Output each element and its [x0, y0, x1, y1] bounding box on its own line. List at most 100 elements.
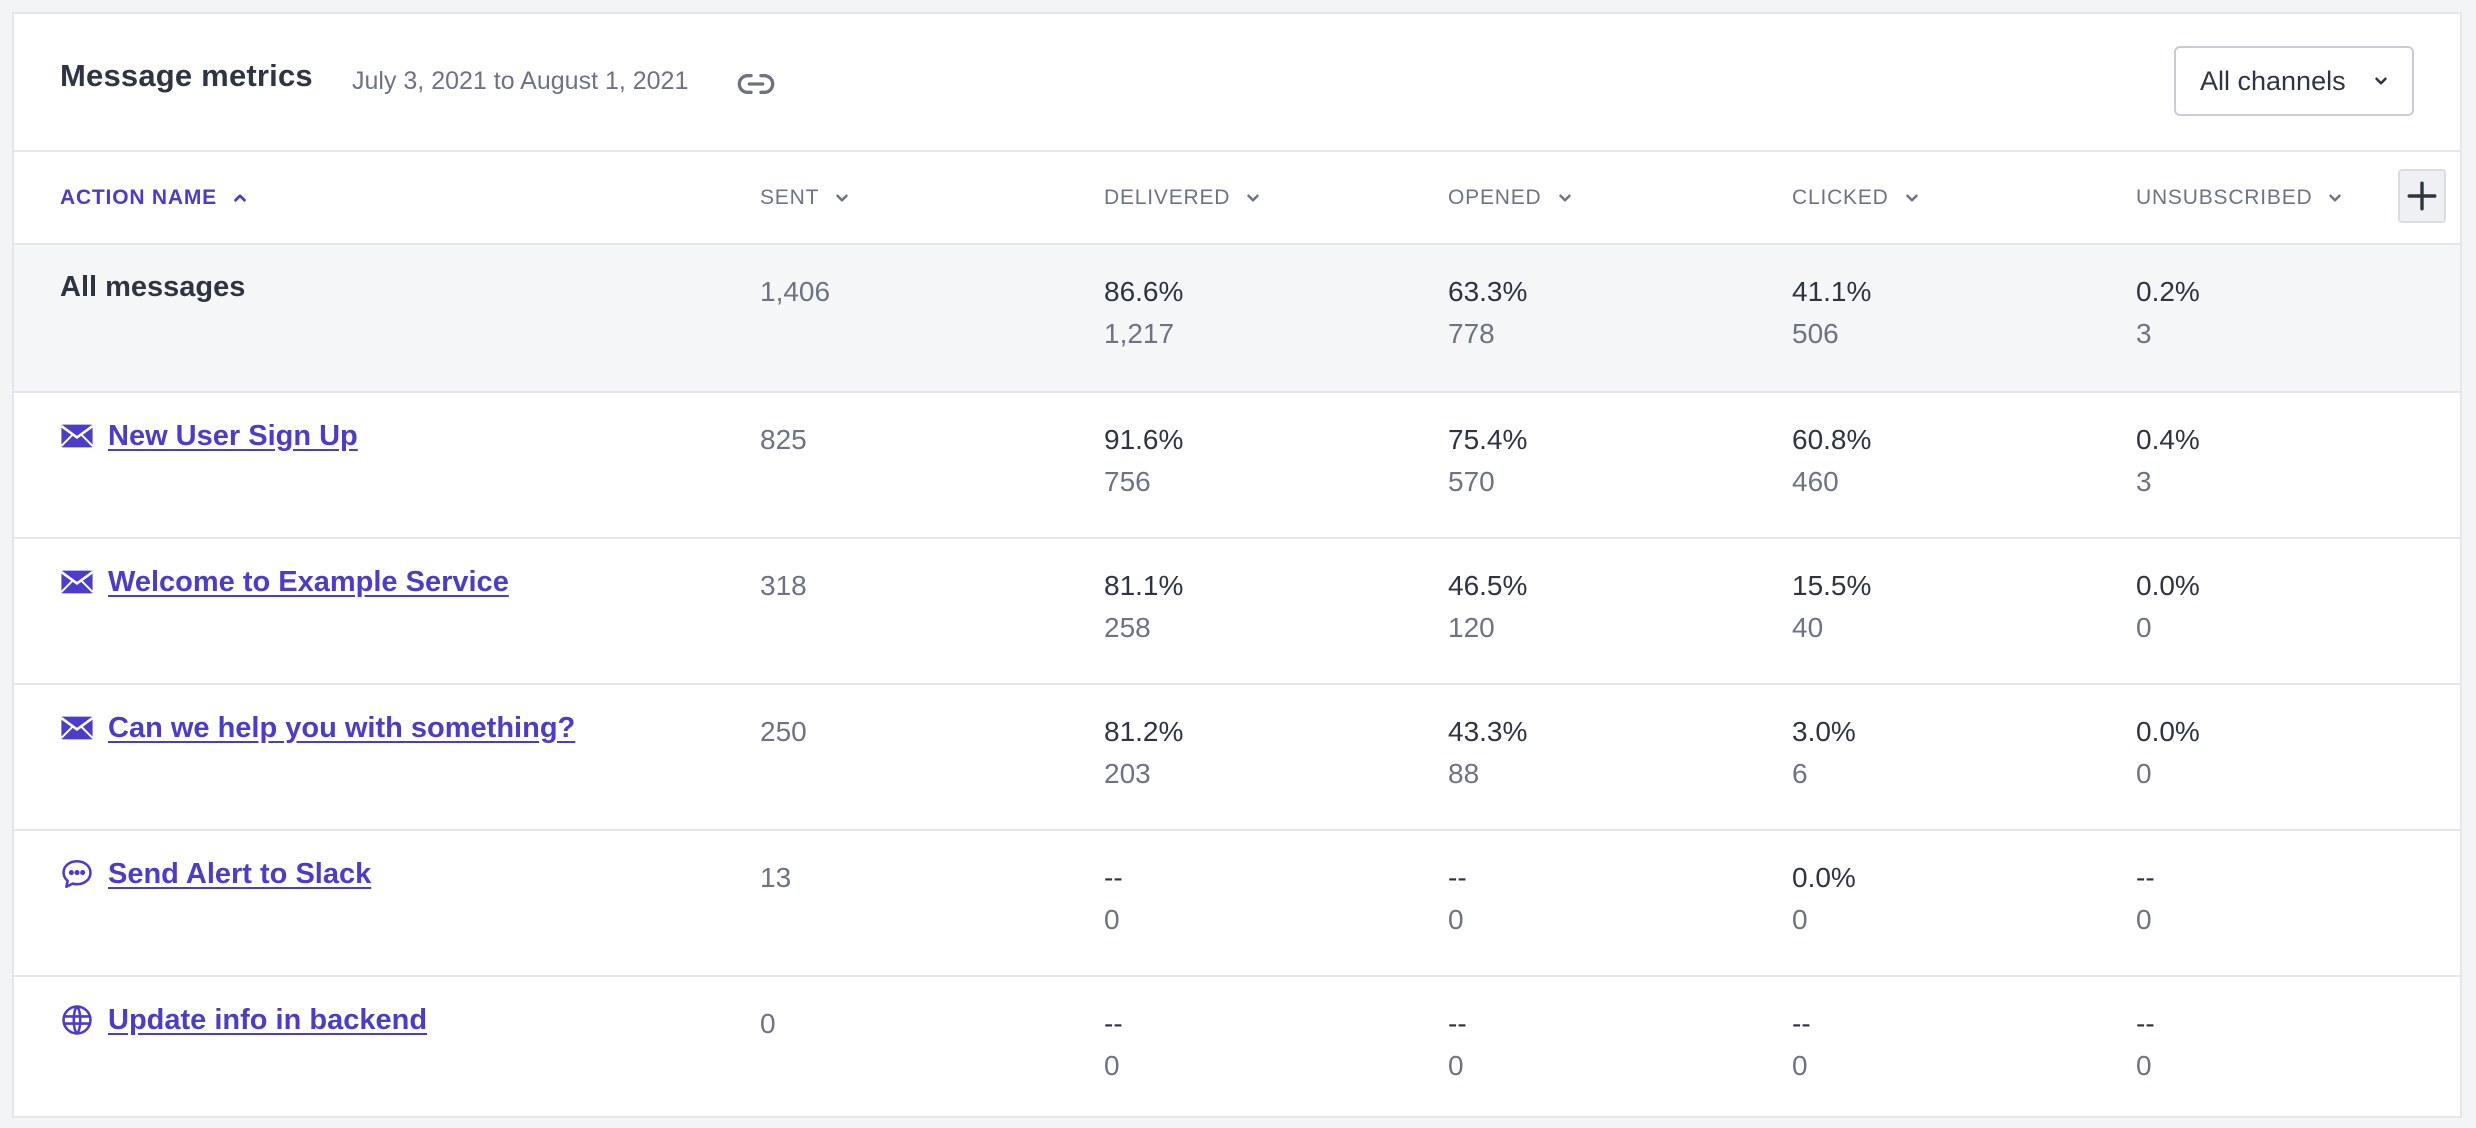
chevron-down-icon — [2375, 77, 2387, 85]
clicked-count: 40 — [1792, 612, 1824, 643]
clicked-rate: 15.5% — [1792, 570, 1872, 601]
opened-cell: -- 0 — [1448, 1003, 1467, 1087]
action-name-cell: New User Sign Up — [60, 419, 358, 453]
column-header-unsubscribed[interactable]: UNSUBSCRIBED — [2136, 186, 2344, 210]
column-header-action-name[interactable]: ACTION NAME — [60, 186, 249, 210]
clicked-rate: 41.1% — [1792, 276, 1872, 307]
clicked-rate: 3.0% — [1792, 716, 1856, 747]
envelope-icon — [60, 711, 94, 745]
column-header-label: ACTION NAME — [60, 186, 217, 209]
delivered-cell: -- 0 — [1104, 1003, 1123, 1087]
opened-rate: 46.5% — [1448, 570, 1528, 601]
action-name: All messages — [60, 271, 246, 303]
opened-count: 778 — [1448, 318, 1495, 349]
clicked-cell: 0.0% 0 — [1792, 857, 1856, 941]
panel-header: Message metrics July 3, 2021 to August 1… — [14, 14, 2460, 152]
table-row: Send Alert to Slack 13 -- 0 -- 0 0.0% 0 … — [14, 831, 2460, 977]
unsubscribed-cell: 0.0% 0 — [2136, 711, 2200, 795]
delivered-rate: 81.1% — [1104, 570, 1184, 601]
envelope-icon — [60, 419, 94, 453]
unsubscribed-cell: 0.2% 3 — [2136, 271, 2200, 355]
opened-rate: 63.3% — [1448, 276, 1528, 307]
action-name-link[interactable]: Welcome to Example Service — [108, 565, 509, 598]
chevron-down-icon — [836, 194, 848, 202]
sent-value: 13 — [760, 862, 792, 893]
opened-rate: -- — [1448, 1008, 1467, 1039]
clicked-cell: 15.5% 40 — [1792, 565, 1871, 649]
column-header-label: CLICKED — [1792, 186, 1889, 209]
unsubscribed-count: 0 — [2136, 904, 2152, 935]
column-header-delivered[interactable]: DELIVERED — [1104, 186, 1262, 210]
delivered-count: 756 — [1104, 466, 1151, 497]
table-row-all-messages: All messages 1,406 86.6% 1,217 63.3% 778… — [14, 245, 2460, 393]
page-title: Message metrics — [60, 58, 313, 93]
delivered-rate: 81.2% — [1104, 716, 1184, 747]
action-name-cell: Welcome to Example Service — [60, 565, 509, 599]
sent-value: 318 — [760, 570, 807, 601]
unsubscribed-count: 3 — [2136, 466, 2152, 497]
unsubscribed-rate: -- — [2136, 1008, 2155, 1039]
clicked-count: 6 — [1792, 758, 1808, 789]
opened-count: 88 — [1448, 758, 1480, 789]
clicked-cell: -- 0 — [1792, 1003, 1811, 1087]
column-header-clicked[interactable]: CLICKED — [1792, 186, 1921, 210]
unsubscribed-count: 0 — [2136, 612, 2152, 643]
clicked-count: 0 — [1792, 904, 1808, 935]
delivered-rate: 91.6% — [1104, 424, 1184, 455]
delivered-count: 1,217 — [1104, 318, 1175, 349]
sent-value: 0 — [760, 1008, 776, 1039]
chevron-up-icon — [234, 194, 246, 202]
opened-cell: 43.3% 88 — [1448, 711, 1527, 795]
clicked-rate: 0.0% — [1792, 862, 1856, 893]
unsubscribed-rate: 0.0% — [2136, 570, 2200, 601]
delivered-cell: 91.6% 756 — [1104, 419, 1183, 503]
delivered-rate: -- — [1104, 862, 1123, 893]
column-header-label: DELIVERED — [1104, 186, 1231, 209]
sent-value: 1,406 — [760, 276, 831, 307]
action-name-link[interactable]: New User Sign Up — [108, 419, 358, 452]
channel-select-value: All channels — [2200, 65, 2346, 96]
opened-count: 0 — [1448, 904, 1464, 935]
unsubscribed-count: 3 — [2136, 318, 2152, 349]
action-name-cell: Can we help you with something? — [60, 711, 575, 745]
unsubscribed-rate: 0.2% — [2136, 276, 2200, 307]
action-name-cell: All messages — [60, 271, 245, 304]
link-icon[interactable] — [736, 64, 776, 104]
table-row: Welcome to Example Service 318 81.1% 258… — [14, 539, 2460, 685]
sent-value: 825 — [760, 424, 807, 455]
globe-icon — [60, 1003, 94, 1037]
add-column-button[interactable] — [2398, 169, 2446, 223]
clicked-count: 0 — [1792, 1050, 1808, 1081]
action-name-link[interactable]: Send Alert to Slack — [108, 857, 372, 890]
opened-count: 0 — [1448, 1050, 1464, 1081]
unsubscribed-cell: -- 0 — [2136, 1003, 2155, 1087]
opened-rate: -- — [1448, 862, 1467, 893]
opened-count: 120 — [1448, 612, 1495, 643]
delivered-count: 0 — [1104, 1050, 1120, 1081]
column-header-label: UNSUBSCRIBED — [2136, 186, 2313, 209]
plus-icon — [2407, 181, 2437, 211]
action-name-link[interactable]: Can we help you with something? — [108, 711, 576, 744]
chevron-down-icon — [2329, 194, 2342, 202]
sent-value: 250 — [760, 716, 807, 747]
channel-select[interactable]: All channels — [2174, 46, 2414, 116]
action-name-link[interactable]: Update info in backend — [108, 1003, 428, 1036]
unsubscribed-cell: -- 0 — [2136, 857, 2155, 941]
delivered-rate: -- — [1104, 1008, 1123, 1039]
opened-rate: 43.3% — [1448, 716, 1528, 747]
opened-cell: 75.4% 570 — [1448, 419, 1527, 503]
opened-cell: -- 0 — [1448, 857, 1467, 941]
clicked-rate: 60.8% — [1792, 424, 1872, 455]
table-header: ACTION NAME SENT DELIVERED OPENED CLICKE… — [14, 152, 2460, 245]
delivered-cell: 81.1% 258 — [1104, 565, 1183, 649]
unsubscribed-count: 0 — [2136, 758, 2152, 789]
column-header-opened[interactable]: OPENED — [1448, 186, 1574, 210]
table-row: Can we help you with something? 250 81.2… — [14, 685, 2460, 831]
unsubscribed-rate: 0.4% — [2136, 424, 2200, 455]
column-header-label: OPENED — [1448, 186, 1542, 209]
column-header-sent[interactable]: SENT — [760, 186, 851, 210]
delivered-rate: 86.6% — [1104, 276, 1184, 307]
delivered-count: 203 — [1104, 758, 1151, 789]
clicked-count: 460 — [1792, 466, 1839, 497]
delivered-cell: 81.2% 203 — [1104, 711, 1183, 795]
